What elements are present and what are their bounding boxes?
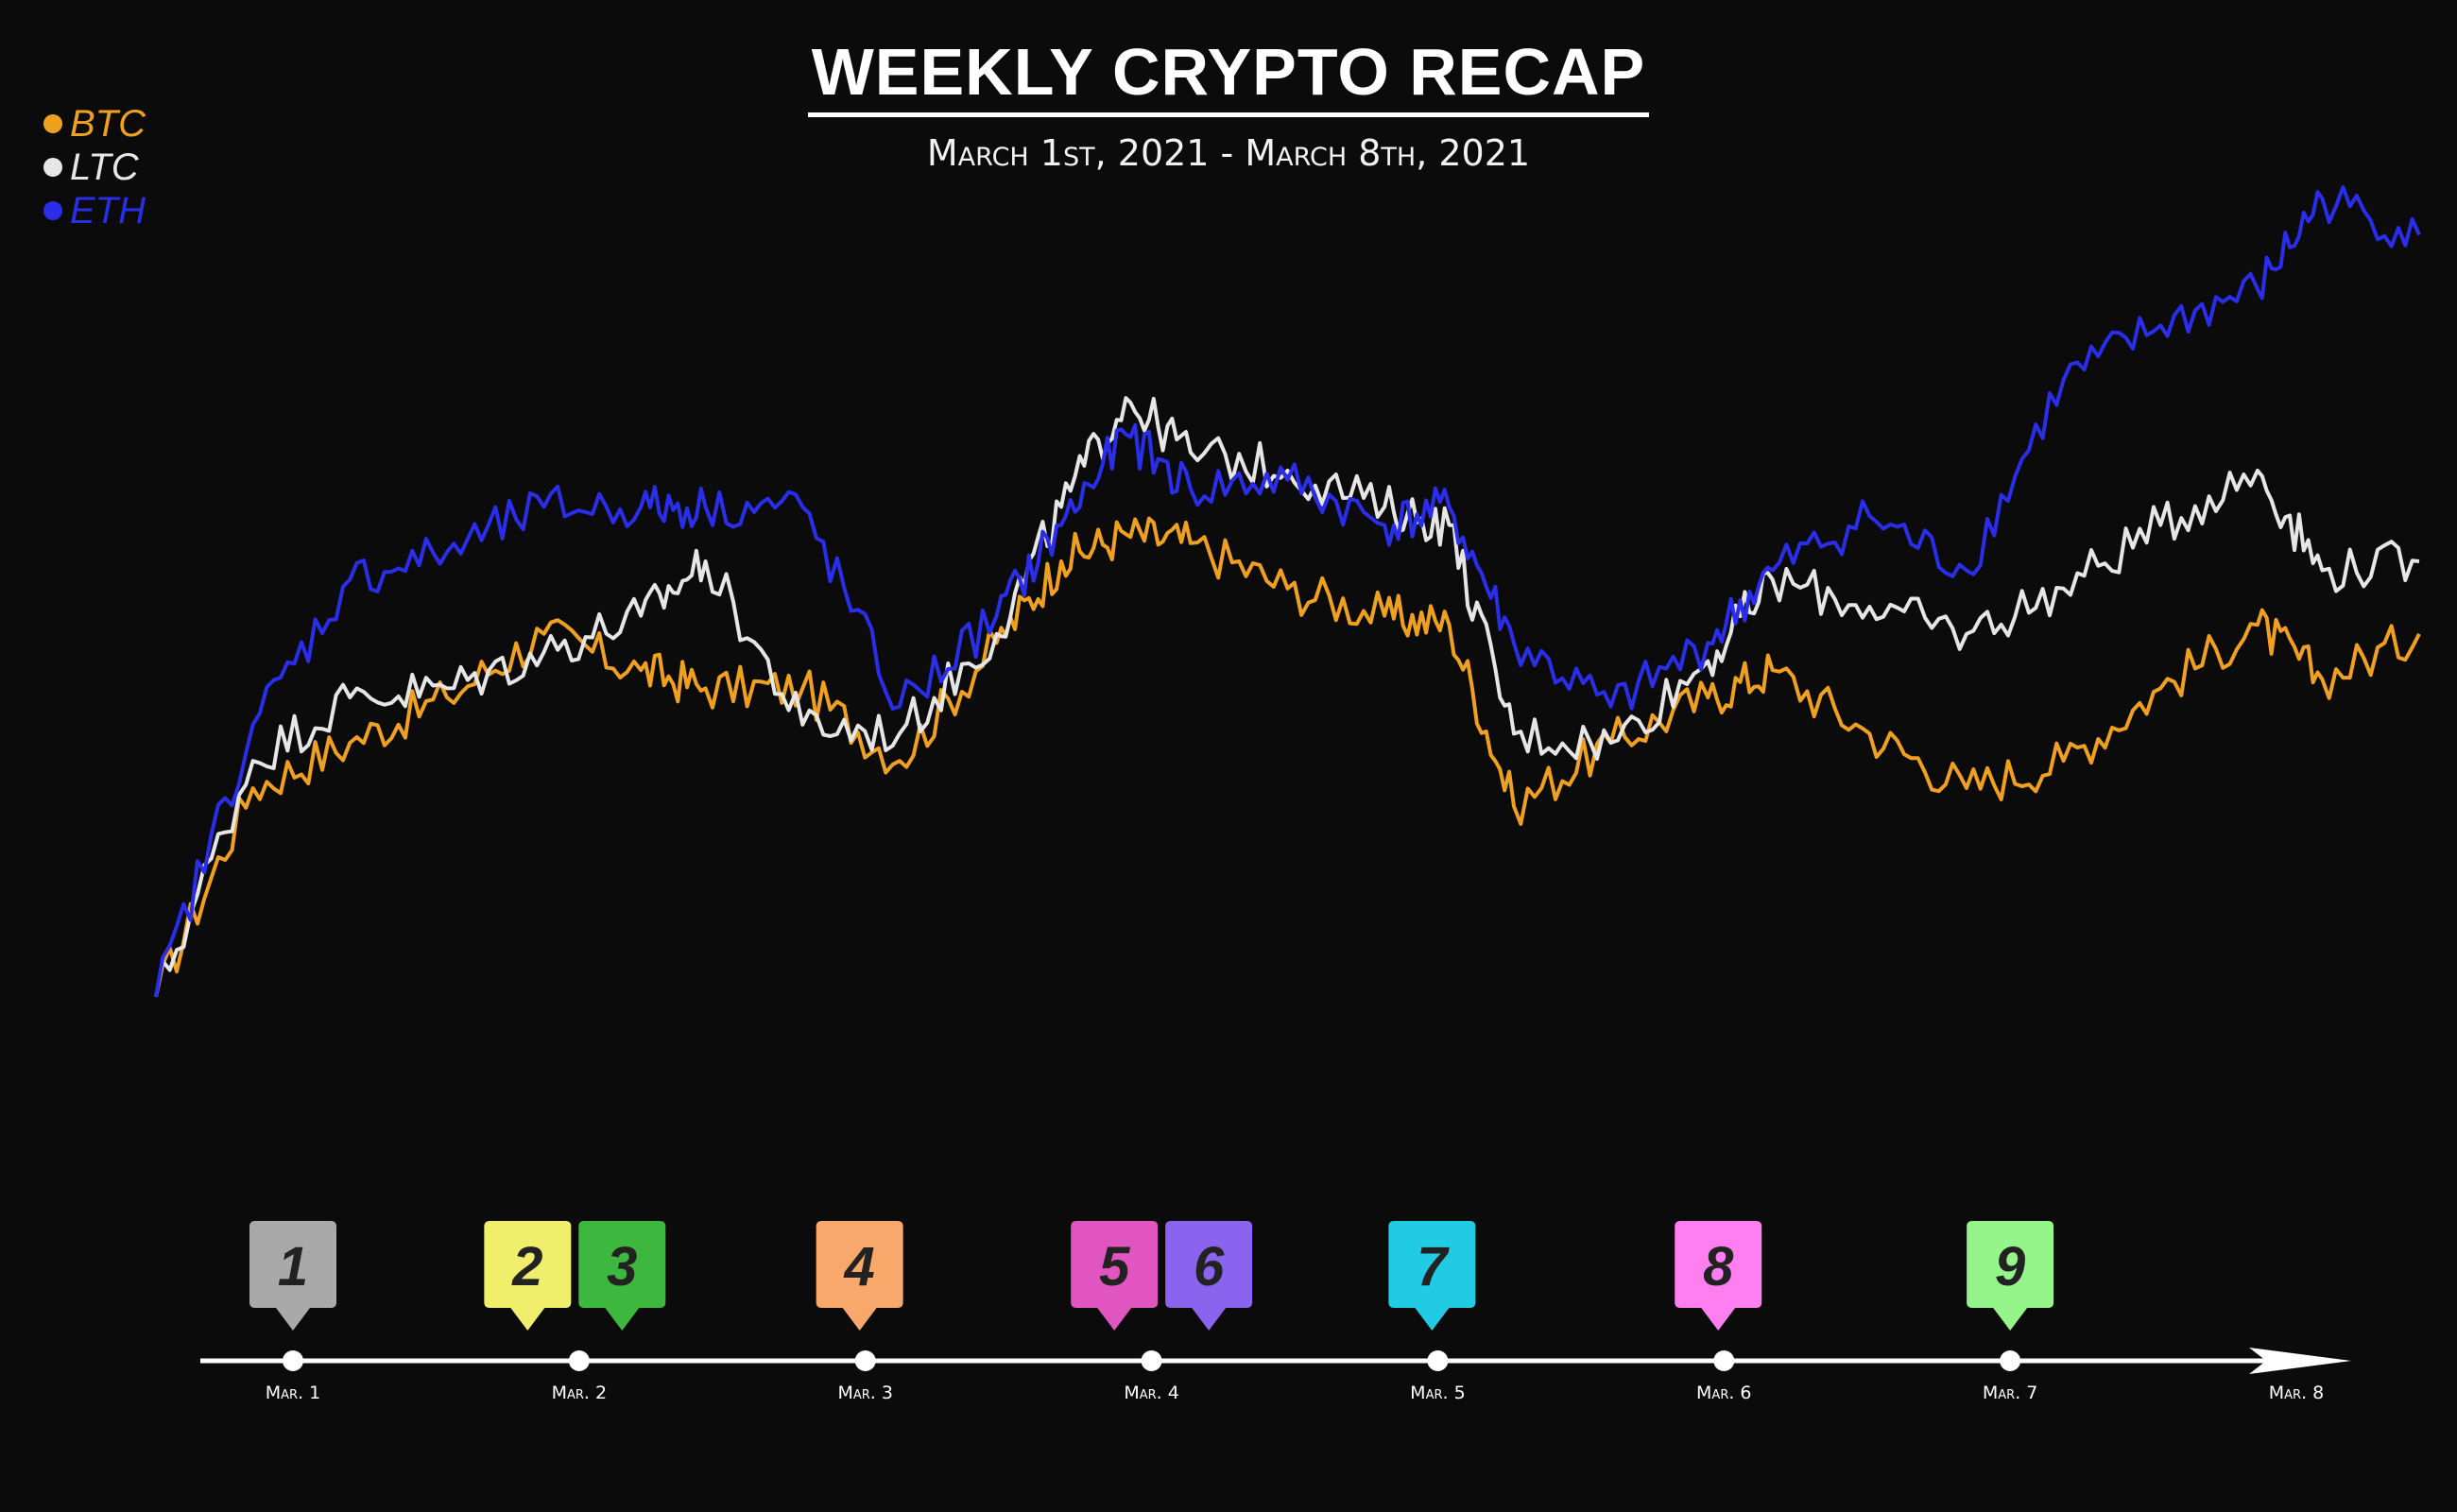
marker-number: 3 (607, 1236, 637, 1297)
timeline-dot (1141, 1350, 1162, 1371)
btc-dot-icon (43, 114, 62, 133)
marker-number: 9 (1995, 1236, 2025, 1297)
x-tick-label: Mar. 1 (266, 1383, 321, 1403)
legend-item-ltc: LTC (43, 146, 146, 189)
x-tick-label: Mar. 7 (1983, 1383, 2038, 1403)
legend-label-ltc: LTC (70, 146, 139, 188)
event-marker-2[interactable]: 2 (484, 1221, 572, 1331)
series-line-eth (154, 185, 2421, 998)
x-tick-label: Mar. 8 (2269, 1383, 2325, 1403)
timeline-dot (2000, 1350, 2021, 1371)
event-marker-4[interactable]: 4 (816, 1221, 903, 1331)
legend: BTC LTC ETH (43, 102, 146, 232)
ltc-dot-icon (43, 158, 62, 177)
eth-dot-icon (43, 201, 62, 220)
series-line-btc (154, 516, 2421, 998)
marker-number: 7 (1417, 1236, 1450, 1297)
x-tick-label: Mar. 4 (1124, 1383, 1179, 1403)
marker-number: 1 (278, 1236, 308, 1297)
event-marker-6[interactable]: 6 (1165, 1221, 1253, 1331)
chart-title: WEEKLY CRYPTO RECAP (0, 34, 2457, 117)
event-marker-3[interactable]: 3 (578, 1221, 666, 1331)
marker-pin-icon (1071, 1221, 1159, 1331)
x-tick-label: Mar. 5 (1410, 1383, 1466, 1403)
series-lines (154, 185, 2421, 998)
event-markers: 1 2 3 4 5 6 7 8 9 (249, 1221, 2054, 1331)
legend-label-btc: BTC (70, 102, 146, 145)
legend-label-eth: ETH (70, 189, 146, 232)
event-marker-1[interactable]: 1 (249, 1221, 336, 1331)
marker-number: 6 (1194, 1236, 1225, 1297)
event-marker-7[interactable]: 7 (1388, 1221, 1476, 1331)
timeline-dot (568, 1350, 590, 1371)
event-marker-8[interactable]: 8 (1675, 1221, 1762, 1331)
timeline: Mar. 1 Mar. 2 Mar. 3 Mar. 4 Mar. 5 Mar. 6 Mar.… (200, 1348, 2351, 1403)
marker-pin-icon (1388, 1221, 1476, 1331)
chart-title-text: WEEKLY CRYPTO RECAP (807, 35, 1650, 117)
timeline-arrow-icon (2249, 1348, 2351, 1374)
timeline-dot (1713, 1350, 1735, 1371)
legend-item-eth: ETH (43, 189, 146, 232)
x-tick-label: Mar. 3 (837, 1383, 893, 1403)
marker-pin-icon (1967, 1221, 2054, 1331)
marker-pin-icon (1165, 1221, 1253, 1331)
marker-pin-icon (249, 1221, 336, 1331)
marker-number: 4 (844, 1236, 875, 1297)
x-tick-label: Mar. 2 (552, 1383, 608, 1403)
marker-pin-icon (1675, 1221, 1762, 1331)
event-marker-9[interactable]: 9 (1967, 1221, 2054, 1331)
series-line-ltc (154, 396, 2420, 998)
marker-number: 8 (1703, 1236, 1734, 1297)
timeline-dot (283, 1350, 303, 1371)
event-marker-5[interactable]: 5 (1071, 1221, 1159, 1331)
marker-pin-icon (578, 1221, 666, 1331)
marker-number: 2 (511, 1236, 542, 1297)
timeline-dot (1427, 1350, 1449, 1371)
timeline-dot (854, 1350, 876, 1371)
chart-subtitle: March 1st, 2021 - March 8th, 2021 (926, 132, 1531, 174)
marker-number: 5 (1099, 1236, 1130, 1297)
x-tick-label: Mar. 6 (1696, 1383, 1752, 1403)
marker-pin-icon (484, 1221, 572, 1331)
marker-pin-icon (816, 1221, 903, 1331)
legend-item-btc: BTC (43, 102, 146, 146)
